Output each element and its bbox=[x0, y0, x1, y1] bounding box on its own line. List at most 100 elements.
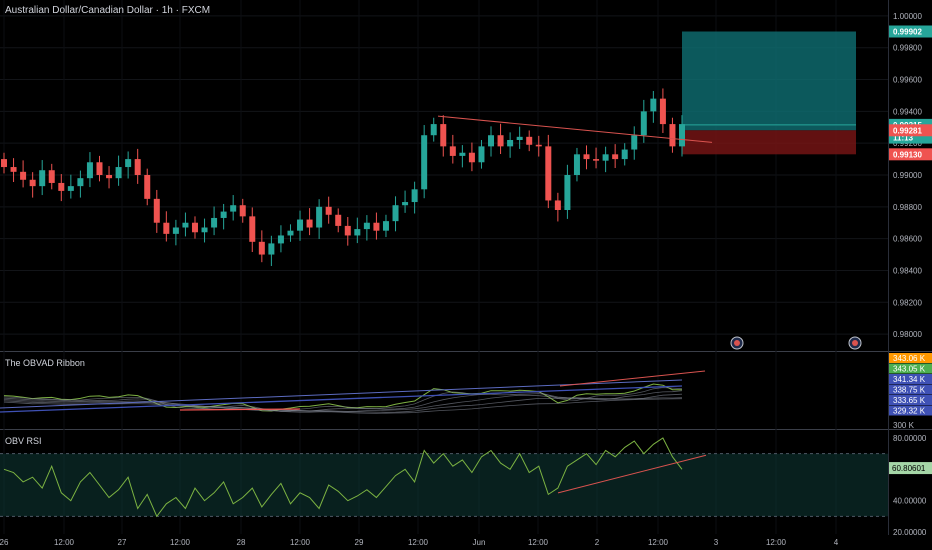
x-tick-label: 12:00 bbox=[290, 538, 311, 547]
candlestick-series bbox=[1, 88, 685, 266]
x-tick-label: 4 bbox=[834, 538, 839, 547]
obv-value-box bbox=[889, 374, 932, 384]
obv-trend-blue bbox=[0, 385, 683, 413]
candle-body bbox=[402, 202, 409, 206]
rsi-line bbox=[3, 437, 683, 518]
obv-tick-label: 300 K bbox=[893, 421, 915, 430]
obv-value-text: 341.34 K bbox=[893, 375, 926, 384]
obv-panel-title: The OBVAD Ribbon bbox=[5, 358, 85, 368]
candle-body bbox=[106, 175, 113, 179]
candle-body bbox=[277, 235, 284, 244]
event-icons bbox=[730, 336, 862, 350]
candle-body bbox=[316, 206, 323, 228]
obv-value-text: 343.06 K bbox=[893, 354, 926, 363]
price-label-text: 0.99902 bbox=[893, 28, 922, 37]
x-tick-label: 12:00 bbox=[766, 538, 787, 547]
candle-body bbox=[39, 170, 46, 187]
trendline bbox=[437, 115, 713, 143]
candle-body bbox=[554, 200, 561, 210]
price-label-box bbox=[889, 25, 932, 38]
candle-body bbox=[440, 124, 447, 147]
candle-body bbox=[468, 152, 475, 163]
candle-body bbox=[191, 222, 198, 233]
rsi-trendline bbox=[557, 454, 707, 494]
candle-body bbox=[96, 162, 103, 175]
candle-body bbox=[10, 167, 17, 172]
obv-value-box bbox=[889, 384, 932, 395]
candle-body bbox=[153, 198, 160, 223]
rsi-value-box bbox=[889, 462, 932, 475]
candle-body bbox=[134, 159, 141, 175]
candle-body bbox=[421, 135, 428, 190]
x-tick-label: 3 bbox=[714, 538, 719, 547]
candle-body bbox=[573, 154, 580, 175]
candle-body bbox=[488, 135, 495, 147]
flag-icon bbox=[852, 340, 858, 346]
candle-body bbox=[392, 205, 399, 222]
candle-body bbox=[449, 146, 456, 156]
candle-body bbox=[430, 124, 437, 136]
x-tick-label: 27 bbox=[118, 538, 127, 547]
candle-body bbox=[125, 159, 132, 168]
y-tick-label: 0.99600 bbox=[893, 76, 922, 85]
obv-ribbon-line bbox=[3, 397, 683, 413]
candle-body bbox=[20, 171, 27, 180]
x-tick-label: 12:00 bbox=[408, 538, 429, 547]
candle-body bbox=[268, 243, 275, 255]
candle-body bbox=[287, 230, 294, 236]
candle-body bbox=[306, 219, 313, 228]
rsi-panel-title: OBV RSI bbox=[5, 436, 42, 446]
y-tick-label: 0.98600 bbox=[893, 235, 922, 244]
candle-body bbox=[297, 219, 304, 231]
rsi-tick-label: 40.00000 bbox=[893, 497, 927, 506]
x-tick-label: 12:00 bbox=[170, 538, 191, 547]
candle-body bbox=[249, 216, 256, 242]
candle-body bbox=[459, 152, 466, 156]
x-tick-label: 12:00 bbox=[54, 538, 75, 547]
rsi-band-fill bbox=[0, 453, 888, 517]
candle-body bbox=[411, 189, 418, 203]
candle-body bbox=[115, 167, 122, 179]
candle-body bbox=[354, 229, 361, 236]
rsi-tick-label: 80.00000 bbox=[893, 434, 927, 443]
obv-value-text: 343.05 K bbox=[893, 365, 926, 374]
candle-body bbox=[612, 154, 619, 160]
candle-body bbox=[621, 149, 628, 160]
price-grid bbox=[0, 0, 932, 535]
candle-body bbox=[382, 221, 389, 231]
rsi-tick-label: 20.00000 bbox=[893, 528, 927, 537]
candle-body bbox=[669, 124, 676, 147]
obv-value-text: 333.65 K bbox=[893, 396, 926, 405]
candle-body bbox=[48, 170, 55, 183]
candle-body bbox=[86, 162, 93, 179]
y-tick-label: 0.98200 bbox=[893, 298, 922, 307]
candle-body bbox=[650, 98, 657, 112]
candle-body bbox=[230, 205, 237, 212]
candle-body bbox=[516, 136, 523, 140]
candle-body bbox=[325, 206, 332, 215]
y-tick-label: 0.99400 bbox=[893, 107, 922, 116]
y-tick-label: 1.00000 bbox=[893, 12, 922, 21]
candle-body bbox=[220, 211, 227, 218]
x-tick-label: 29 bbox=[355, 538, 364, 547]
x-tick-label: 26 bbox=[0, 538, 9, 547]
obv-ribbon-line bbox=[3, 398, 683, 414]
candle-body bbox=[564, 175, 571, 210]
candle-body bbox=[182, 222, 189, 228]
candle-body bbox=[640, 111, 647, 136]
y-tick-label: 0.98400 bbox=[893, 266, 922, 275]
obv-value-text: 329.32 K bbox=[893, 407, 926, 416]
target-zone bbox=[682, 31, 856, 131]
obv-red-segment bbox=[179, 408, 301, 411]
x-tick-label: Jun bbox=[473, 538, 486, 547]
candle-body bbox=[602, 154, 609, 161]
candle-body bbox=[239, 205, 246, 217]
candle-body bbox=[497, 135, 504, 147]
time-axis: 26 12:00 27 12:00 28 12:00 29 12:00 Jun 12:00 2 12:… bbox=[0, 538, 839, 547]
candle-body bbox=[335, 214, 342, 226]
candle-body bbox=[526, 136, 533, 145]
candle-body bbox=[211, 217, 218, 228]
